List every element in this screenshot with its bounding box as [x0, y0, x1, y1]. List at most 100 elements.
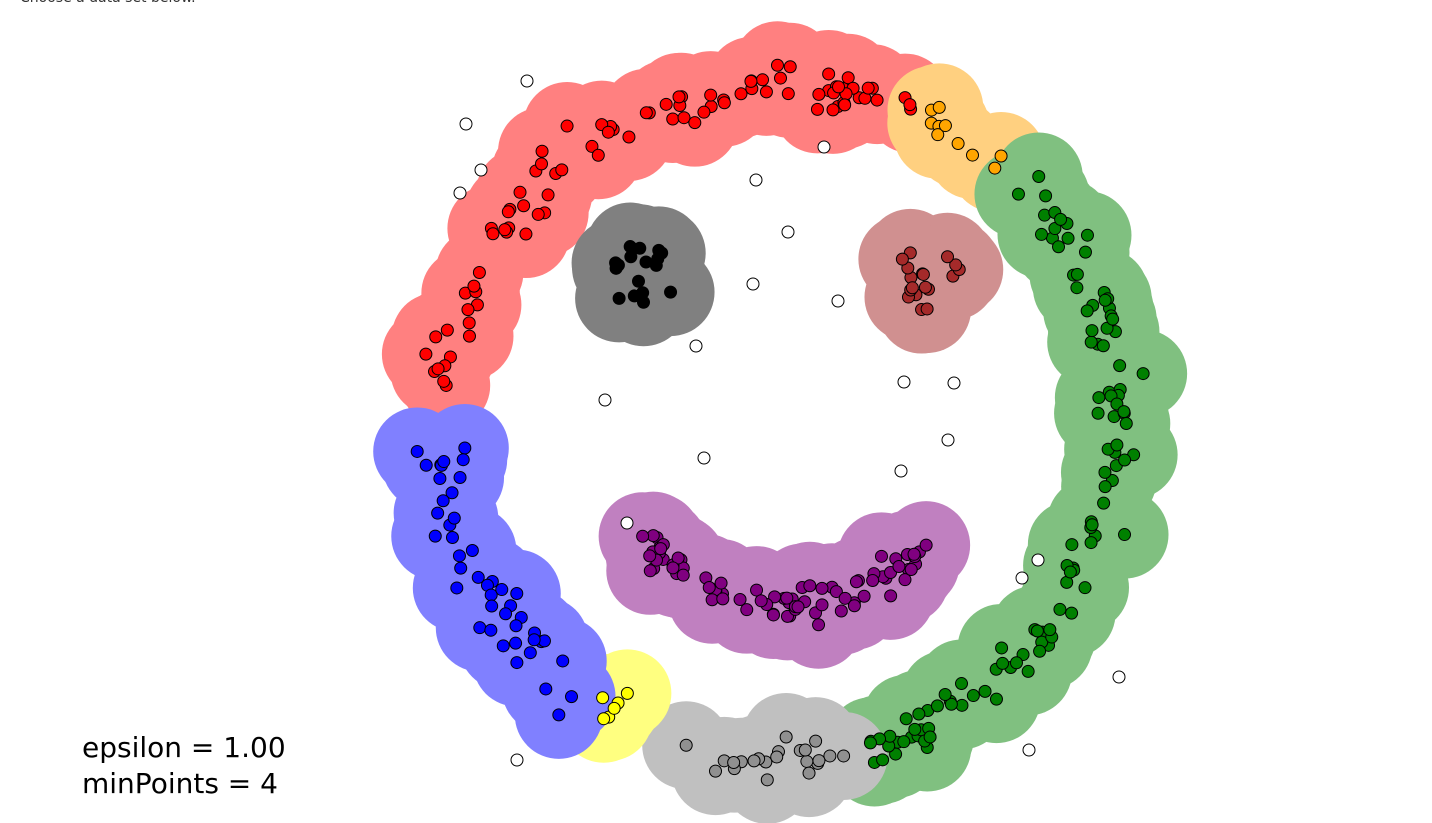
cluster-point	[666, 112, 680, 126]
cluster-point	[535, 157, 549, 171]
noise-point	[781, 225, 795, 239]
cluster-point	[770, 58, 784, 72]
cluster-point	[1085, 324, 1099, 338]
cluster-point	[988, 161, 1002, 175]
cluster-point	[834, 604, 848, 618]
cluster-point	[1106, 312, 1120, 326]
cluster-point	[1052, 240, 1066, 254]
cluster-point	[541, 188, 555, 202]
cluster-point	[539, 682, 553, 696]
cluster-point	[456, 453, 470, 467]
cluster-point	[560, 119, 574, 133]
cluster-point	[747, 754, 761, 768]
cluster-point	[908, 722, 922, 736]
cluster-point	[433, 471, 447, 485]
cluster-point	[1065, 606, 1079, 620]
cluster-point	[677, 111, 691, 125]
cluster-point	[756, 73, 770, 87]
cluster-point	[1084, 335, 1098, 349]
cluster-point	[708, 764, 722, 778]
cluster-point	[832, 80, 846, 94]
noise-point	[749, 173, 763, 187]
cluster-point	[472, 266, 486, 280]
cluster-point	[919, 538, 933, 552]
cluster-point	[1091, 406, 1105, 420]
cluster-point	[467, 279, 481, 293]
cluster-point	[744, 74, 758, 88]
epsilon: epsilon = 1.00	[82, 731, 286, 764]
noise-point	[453, 186, 467, 200]
cluster-point	[517, 199, 531, 213]
noise-point	[520, 74, 534, 88]
cluster-point	[622, 130, 636, 144]
cluster-point	[931, 128, 945, 142]
cluster-point	[812, 87, 826, 101]
cluster-point	[966, 689, 980, 703]
cluster-point	[601, 125, 615, 139]
cluster-point	[419, 458, 433, 472]
cluster-point	[612, 291, 626, 305]
cluster-point	[1110, 438, 1124, 452]
cluster-point	[1119, 417, 1133, 431]
cluster-point	[679, 738, 693, 752]
cluster-point	[527, 633, 541, 647]
cluster-point	[783, 60, 797, 74]
cluster-point	[1098, 465, 1112, 479]
cluster-point	[552, 708, 566, 722]
cluster-point	[1117, 405, 1131, 419]
cluster-point	[750, 583, 764, 597]
cluster-point	[863, 736, 877, 750]
cluster-point	[1030, 624, 1044, 638]
cluster-point	[1011, 187, 1025, 201]
cluster-point	[565, 690, 579, 704]
cluster-point	[733, 592, 747, 606]
instructions: Choose a data set below.	[20, 0, 196, 6]
cluster-point	[509, 636, 523, 650]
cluster-point	[436, 494, 450, 508]
noise-point	[474, 163, 488, 177]
cluster-point	[431, 506, 445, 520]
cluster-point	[803, 579, 817, 593]
cluster-point	[672, 90, 686, 104]
cluster-point	[1032, 170, 1046, 184]
cluster-point	[510, 656, 524, 670]
cluster-point	[1009, 656, 1023, 670]
cluster-point	[1136, 367, 1150, 381]
cluster-point	[920, 302, 934, 316]
cluster-point	[458, 441, 472, 455]
cluster-point	[496, 639, 510, 653]
cluster-point	[697, 105, 711, 119]
cluster-point	[1084, 536, 1098, 550]
cluster-point	[940, 250, 954, 264]
cluster-point	[955, 677, 969, 691]
cluster-point	[1021, 664, 1035, 678]
cluster-point	[556, 654, 570, 668]
cluster-point	[450, 581, 464, 595]
cluster-point	[1118, 528, 1132, 542]
cluster-point	[509, 619, 523, 633]
cluster-point	[702, 580, 716, 594]
cluster-point	[791, 600, 805, 614]
cluster-point	[849, 575, 863, 589]
cluster-point	[766, 608, 780, 622]
cluster-point	[717, 96, 731, 110]
cluster-point	[774, 71, 788, 85]
cluster-point	[510, 587, 524, 601]
cluster-point	[671, 551, 685, 565]
cluster-point	[798, 743, 812, 757]
cluster-point	[555, 163, 569, 177]
noise-point	[947, 376, 961, 390]
cluster-point	[1118, 453, 1132, 467]
cluster-point	[531, 207, 545, 221]
cluster-point	[938, 687, 952, 701]
cluster-point	[857, 589, 871, 603]
cluster-point	[978, 684, 992, 698]
cluster-point	[664, 285, 678, 299]
cluster-point	[666, 561, 680, 575]
cluster-point	[453, 470, 467, 484]
cluster-point	[688, 116, 702, 130]
cluster-point	[895, 252, 909, 266]
cluster-point	[627, 289, 641, 303]
cluster-point	[989, 692, 1003, 706]
